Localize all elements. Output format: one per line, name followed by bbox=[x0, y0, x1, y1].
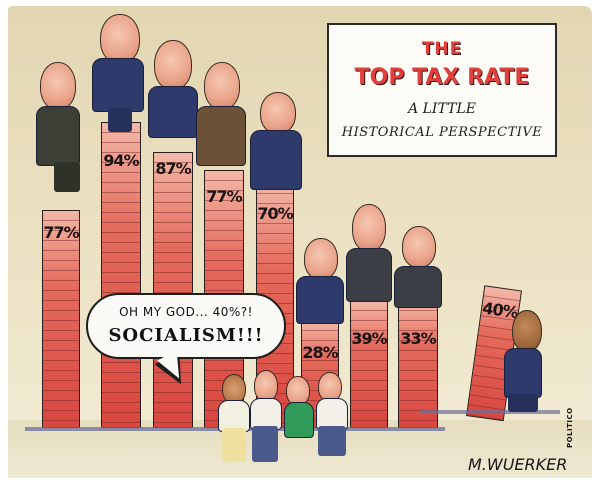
subtitle-line1: A LITTLE bbox=[408, 101, 476, 117]
subtitle-line2: HISTORICAL PERSPECTIVE bbox=[341, 125, 543, 140]
speech-bubble: OH MY GOD... 40%?! SOCIALISM!!! bbox=[86, 293, 286, 359]
figure-pushing-legs bbox=[508, 394, 538, 412]
crowd-legs-1 bbox=[222, 428, 246, 462]
figure-2-suit bbox=[92, 58, 144, 112]
figure-7-head bbox=[352, 204, 386, 252]
bar-1-label: 77% bbox=[43, 223, 79, 242]
crowd-body-4 bbox=[316, 398, 348, 430]
artist-signature: M.WUERKER bbox=[468, 455, 568, 474]
title-card: THE TOP TAX RATE A LITTLE HISTORICAL PER… bbox=[327, 23, 557, 157]
crowd-legs-2 bbox=[252, 426, 278, 462]
figure-pushing-suit bbox=[504, 348, 542, 398]
figure-2-legs bbox=[108, 108, 132, 132]
figure-8-head bbox=[402, 226, 436, 268]
ground-line-right bbox=[420, 410, 560, 414]
figure-2-head bbox=[100, 14, 140, 64]
publisher-credit: POLITICO bbox=[566, 407, 574, 448]
tax-bar-2: 94% bbox=[101, 122, 141, 428]
crowd-legs-4 bbox=[318, 426, 346, 456]
speech-line-1: OH MY GOD... 40%?! bbox=[119, 305, 253, 319]
figure-6-suit bbox=[296, 276, 344, 324]
figure-6-head bbox=[304, 238, 338, 280]
speech-line-2: SOCIALISM!!! bbox=[108, 325, 264, 346]
bar-8-label: 33% bbox=[400, 329, 436, 348]
bar-3-label: 87% bbox=[155, 159, 191, 178]
bar-7-label: 39% bbox=[351, 329, 387, 348]
crowd bbox=[214, 368, 364, 466]
figure-3-head bbox=[154, 40, 192, 90]
tax-bar-7: 39% bbox=[350, 300, 388, 428]
crowd-head-4 bbox=[318, 372, 342, 402]
figure-3-suit bbox=[148, 86, 198, 138]
figure-1-suit bbox=[36, 106, 80, 166]
figure-8-suit bbox=[394, 266, 442, 308]
figure-4-head bbox=[204, 62, 240, 110]
title-main: TOP TAX RATE bbox=[354, 65, 530, 90]
figure-1-legs bbox=[54, 162, 80, 192]
crowd-body-3 bbox=[284, 402, 314, 438]
figure-pushing-head bbox=[512, 310, 542, 352]
figure-7-suit bbox=[346, 248, 392, 302]
crowd-body-1 bbox=[218, 400, 250, 432]
bar-4-label: 77% bbox=[206, 187, 242, 206]
figure-1-head bbox=[40, 62, 76, 110]
title-the: THE bbox=[421, 39, 463, 59]
figure-4-suit bbox=[196, 106, 246, 166]
tax-bar-3: 87% bbox=[153, 152, 193, 428]
figure-5-suit bbox=[250, 130, 302, 190]
bar-6-label: 28% bbox=[302, 343, 338, 362]
bar-2-label: 94% bbox=[103, 151, 139, 170]
figure-5-head bbox=[260, 92, 296, 134]
tax-bar-8: 33% bbox=[398, 300, 438, 428]
crowd-body-2 bbox=[250, 398, 282, 430]
bar-5-label: 70% bbox=[257, 204, 293, 223]
tax-bar-1: 77% bbox=[42, 210, 80, 428]
crowd-head-2 bbox=[254, 370, 278, 402]
